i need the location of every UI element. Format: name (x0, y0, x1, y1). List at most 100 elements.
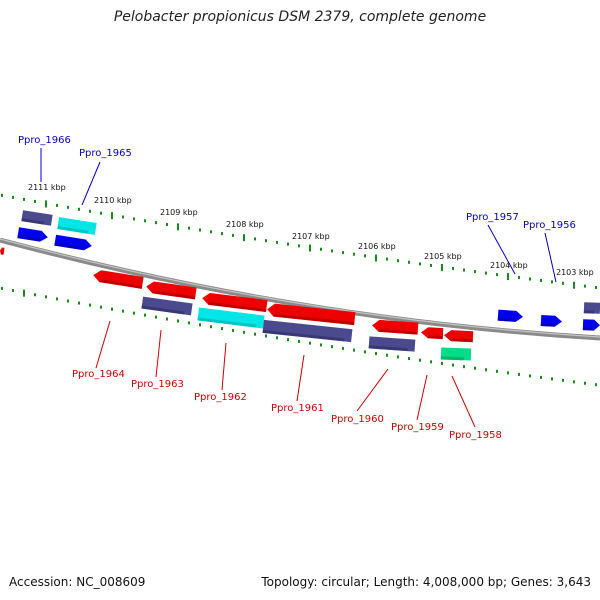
tick-mark (89, 303, 91, 307)
tick-mark (386, 353, 388, 357)
tick-mark (507, 371, 509, 375)
tick-mark (155, 221, 157, 225)
tick-mark (342, 346, 344, 350)
tick-mark (529, 374, 531, 378)
gene-Ppro_1958-upper[interactable] (444, 330, 474, 343)
tick-mark (320, 247, 322, 251)
gene-Ppro_1965[interactable] (57, 217, 97, 235)
tick-mark (210, 325, 212, 329)
gene-label-Ppro_1957[interactable]: Ppro_1957 (466, 212, 519, 223)
tick-mark (23, 289, 25, 297)
gene-Ppro_1958[interactable] (440, 347, 472, 361)
tick-mark (166, 317, 168, 321)
gene-Ppro_1957[interactable] (497, 309, 524, 323)
gene-label-Ppro_1960[interactable]: Ppro_1960 (331, 414, 384, 425)
gene-plus-extra-1[interactable] (17, 227, 48, 243)
tick-mark (232, 328, 234, 332)
tick-mark (122, 215, 124, 219)
tick-mark (177, 319, 179, 323)
tick-mark (265, 334, 267, 338)
tick-mark (430, 360, 432, 364)
tick-mark (331, 345, 333, 349)
tick-mark (342, 251, 344, 255)
gene-label-Ppro_1963[interactable]: Ppro_1963 (131, 379, 184, 390)
leader-line (296, 354, 305, 402)
tick-mark (155, 315, 157, 319)
tick-mark (584, 381, 586, 385)
tick-mark (254, 332, 256, 336)
tick-mark (518, 372, 520, 376)
kbp-label: 2108 kbp (226, 220, 264, 229)
leader-line (416, 374, 428, 421)
gene-label-Ppro_1962[interactable]: Ppro_1962 (194, 392, 247, 403)
leader-line (451, 375, 476, 428)
tick-mark (12, 195, 14, 199)
tick-mark (452, 267, 454, 271)
gene-label-Ppro_1958[interactable]: Ppro_1958 (449, 430, 502, 441)
tick-mark (34, 199, 36, 203)
kbp-label: 2109 kbp (160, 208, 198, 217)
tick-mark (287, 338, 289, 342)
gene-minus-edge[interactable] (0, 247, 5, 255)
tick-mark (111, 307, 113, 311)
tick-mark (595, 383, 597, 387)
tick-mark (353, 348, 355, 352)
tick-mark (210, 230, 212, 234)
tick-mark (573, 281, 575, 289)
tick-mark (199, 323, 201, 327)
tick-mark (375, 254, 377, 262)
tick-mark (309, 341, 311, 345)
outer-scale-ticks (1, 193, 597, 289)
tick-mark (452, 363, 454, 367)
leader-line (95, 320, 111, 369)
gene-label-Ppro_1966[interactable]: Ppro_1966 (18, 135, 71, 146)
gene-Ppro_1962[interactable] (197, 307, 265, 329)
tick-mark (23, 197, 25, 201)
tick-mark (254, 237, 256, 241)
tick-mark (45, 295, 47, 299)
gene-label-Ppro_1964[interactable]: Ppro_1964 (72, 369, 125, 380)
gene-label-Ppro_1956[interactable]: Ppro_1956 (523, 220, 576, 231)
gene-Ppro_1962-upper[interactable] (202, 292, 268, 312)
tick-mark (551, 377, 553, 381)
gene-Ppro_1961[interactable] (262, 319, 353, 343)
gene-Ppro_1961-upper[interactable] (267, 303, 356, 326)
kbp-label: 2107 kbp (292, 232, 330, 241)
gene-plus-edge-2[interactable] (582, 319, 600, 331)
kbp-label: 2111 kbp (28, 183, 66, 192)
gene-Ppro_1959[interactable] (421, 327, 444, 340)
gene-label-Ppro_1965[interactable]: Ppro_1965 (79, 148, 132, 159)
tick-mark (419, 358, 421, 362)
tick-mark (276, 336, 278, 340)
gene-Ppro_1960-upper[interactable] (372, 319, 419, 335)
gene-Ppro_1963[interactable] (141, 296, 193, 316)
leader-line (221, 342, 227, 391)
tick-mark (540, 278, 542, 282)
gene-Ppro_1966[interactable] (21, 210, 53, 226)
gene-plus-edge-1[interactable] (583, 302, 600, 314)
gene-Ppro_1964[interactable] (92, 269, 144, 289)
tick-mark (188, 321, 190, 325)
gene-label-Ppro_1961[interactable]: Ppro_1961 (271, 403, 324, 414)
tick-mark (364, 254, 366, 258)
leader-line (544, 232, 557, 283)
tick-mark (430, 263, 432, 267)
tick-mark (595, 285, 597, 289)
kbp-label: 2110 kbp (94, 196, 132, 205)
tick-mark (485, 271, 487, 275)
gene-minus-b[interactable] (145, 281, 197, 300)
tick-mark (199, 228, 201, 232)
gene-plus-extra-2[interactable] (54, 234, 92, 252)
tick-mark (276, 240, 278, 244)
gene-Ppro_1960[interactable] (368, 336, 416, 352)
tick-mark (221, 232, 223, 236)
tick-mark (364, 350, 366, 354)
tick-mark (320, 343, 322, 347)
gene-features (0, 210, 600, 361)
tick-mark (496, 273, 498, 277)
gene-label-Ppro_1959[interactable]: Ppro_1959 (391, 422, 444, 433)
genome-backbone-highlight (0, 238, 600, 338)
tick-mark (287, 242, 289, 246)
gene-labels: Ppro_1966 Ppro_1965 Ppro_1957 Ppro_1956 Ppro… (18, 135, 576, 441)
gene-Ppro_1956[interactable] (540, 314, 563, 327)
